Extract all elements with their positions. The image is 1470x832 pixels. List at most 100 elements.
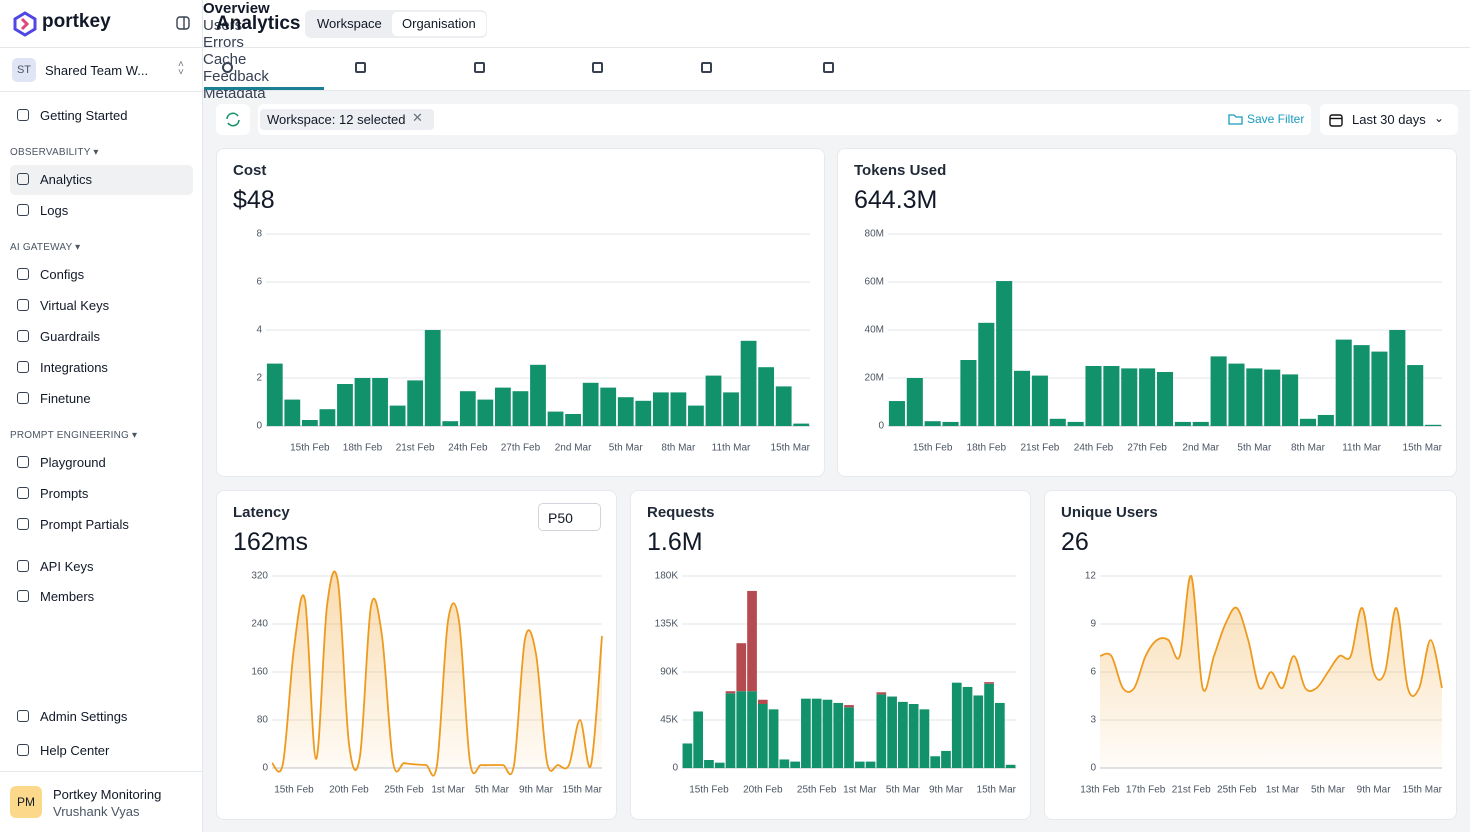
bar-segment xyxy=(951,682,962,768)
bar-segment xyxy=(973,695,984,768)
chart-headline: 26 xyxy=(1061,528,1089,556)
nav-item[interactable]: Getting Started xyxy=(10,101,193,131)
nav-item[interactable]: Guardrails xyxy=(10,322,193,352)
y-tick-label: 320 xyxy=(251,571,268,582)
tab[interactable]: Users xyxy=(203,17,243,34)
tab[interactable]: Feedback xyxy=(203,68,269,85)
y-tick-label: 0 xyxy=(262,763,268,774)
x-tick-label: 1st Mar xyxy=(431,785,465,796)
bar-segment xyxy=(747,590,757,692)
nav-icon xyxy=(17,330,29,342)
bar xyxy=(688,405,704,426)
date-range[interactable]: Last 30 days ⌄ xyxy=(1320,104,1458,135)
refresh-button[interactable] xyxy=(216,104,250,135)
nav-item[interactable]: Playground xyxy=(10,448,193,478)
workspace-switch[interactable]: ˄ ˅ xyxy=(178,59,184,78)
workspace-name[interactable]: Shared Team W... xyxy=(45,63,149,78)
x-tick-label: 21st Feb xyxy=(1172,785,1211,796)
y-tick-label: 8 xyxy=(256,229,262,240)
percentile-select[interactable]: P50 xyxy=(538,503,601,531)
scope-option[interactable]: Organisation xyxy=(392,12,486,36)
nav-item[interactable]: Members xyxy=(10,582,193,612)
filter-chip[interactable]: Workspace: 12 selected xyxy=(260,109,434,130)
nav-item[interactable]: Prompt Partials xyxy=(10,510,193,540)
bar-segment xyxy=(930,756,941,768)
logo-icon xyxy=(13,11,37,37)
calendar-icon xyxy=(1329,114,1343,127)
y-tick-label: 60M xyxy=(865,277,884,288)
area xyxy=(1100,575,1442,768)
area xyxy=(272,571,602,776)
nav-item[interactable]: Prompts xyxy=(10,479,193,509)
chip-remove[interactable]: ✕ xyxy=(412,110,423,125)
nav-item[interactable]: Virtual Keys xyxy=(10,291,193,321)
chart: 0 80 160 240 320 15th Feb 20th Feb 25th Feb 1st … xyxy=(251,570,603,796)
chart-headline: 162ms xyxy=(233,528,309,556)
nav-item[interactable]: API Keys xyxy=(10,552,193,582)
tab[interactable]: Overview xyxy=(203,0,270,17)
bar xyxy=(617,397,634,426)
nav-item[interactable]: Integrations xyxy=(10,353,193,383)
bar-segment xyxy=(898,701,908,768)
bar xyxy=(495,387,511,426)
x-tick-label: 9th Mar xyxy=(1357,785,1392,796)
tab[interactable]: Cache xyxy=(203,51,247,68)
x-tick-label: 15th Feb xyxy=(689,785,729,796)
bar xyxy=(670,392,687,426)
bar xyxy=(1407,365,1424,426)
bar-segment xyxy=(768,709,779,768)
bar xyxy=(1085,366,1102,426)
tab-underline xyxy=(204,87,324,90)
user-org: Portkey Monitoring xyxy=(53,787,162,802)
folder-icon xyxy=(1228,114,1243,125)
nav-icon xyxy=(17,392,29,404)
bar xyxy=(442,421,459,426)
tab[interactable]: Metadata xyxy=(203,85,266,102)
scope-option[interactable]: Workspace xyxy=(317,16,382,31)
bar xyxy=(1371,351,1388,426)
y-tick-label: 80M xyxy=(865,229,884,240)
bar-segment xyxy=(693,711,704,768)
bar-segment xyxy=(790,761,800,768)
nav-item[interactable]: Admin Settings xyxy=(10,702,193,732)
tab-icon xyxy=(701,62,712,73)
nav-icon xyxy=(17,744,29,756)
tab-icon xyxy=(355,62,366,73)
x-tick-label: 11th Mar xyxy=(1342,443,1381,454)
bar-segment xyxy=(714,762,725,768)
collapse-button[interactable] xyxy=(176,16,190,30)
nav-item[interactable]: Configs xyxy=(10,260,193,290)
tab[interactable]: Errors xyxy=(203,34,244,51)
x-tick-label: 9th Mar xyxy=(519,785,554,796)
save-filter[interactable]: Save Filter xyxy=(1247,112,1305,126)
nav-item[interactable]: Finetune xyxy=(10,384,193,414)
bar xyxy=(1228,363,1245,426)
bar-segment xyxy=(736,691,747,768)
bar xyxy=(942,421,959,426)
bar xyxy=(888,401,905,426)
divider xyxy=(203,47,1470,48)
x-tick-label: 25th Feb xyxy=(1217,785,1257,796)
y-tick-label: 0 xyxy=(1090,763,1096,774)
nav-item[interactable]: Logs xyxy=(10,196,193,226)
filter-bar: Workspace: 12 selected ✕ Save Filter xyxy=(258,104,1311,135)
workspace-avatar: ST xyxy=(12,58,36,82)
x-tick-label: 5th Mar xyxy=(886,785,921,796)
bar xyxy=(301,420,318,426)
y-tick-label: 240 xyxy=(251,619,268,630)
brand: portkey xyxy=(42,11,111,32)
y-tick-label: 0 xyxy=(256,421,262,432)
x-tick-label: 1st Mar xyxy=(1266,785,1300,796)
bar-segment xyxy=(854,761,865,768)
x-tick-label: 25th Feb xyxy=(384,785,424,796)
bar xyxy=(1031,375,1048,426)
x-tick-label: 15th Mar xyxy=(977,785,1017,796)
section-title: OBSERVABILITY ▾ xyxy=(10,147,99,158)
nav-item[interactable]: Help Center xyxy=(10,736,193,766)
nav-item[interactable]: Analytics xyxy=(10,165,193,195)
chart-card: Unique Users 26 0 3 6 9 12 13th Feb 17th Feb 21st… xyxy=(1044,490,1457,820)
bar-segment xyxy=(876,692,887,695)
bar xyxy=(477,399,494,426)
x-tick-label: 8th Mar xyxy=(661,443,696,454)
